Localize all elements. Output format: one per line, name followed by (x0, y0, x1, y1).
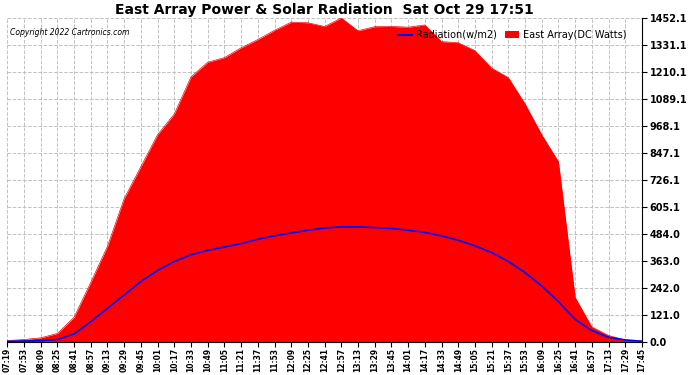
Text: Copyright 2022 Cartronics.com: Copyright 2022 Cartronics.com (10, 28, 130, 37)
Legend: Radiation(w/m2), East Array(DC Watts): Radiation(w/m2), East Array(DC Watts) (394, 26, 631, 44)
Title: East Array Power & Solar Radiation  Sat Oct 29 17:51: East Array Power & Solar Radiation Sat O… (115, 3, 534, 17)
